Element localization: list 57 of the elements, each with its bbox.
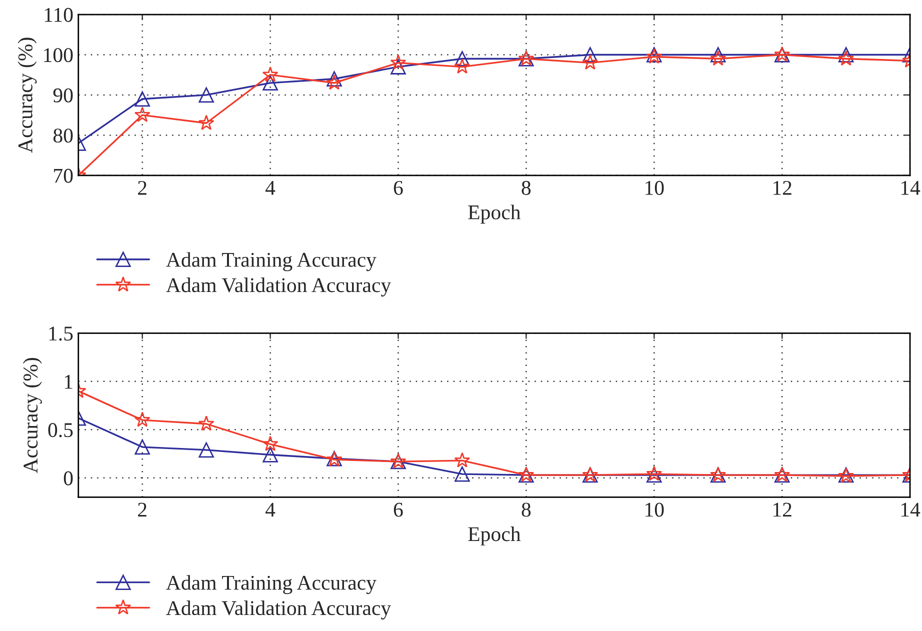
y-axis-title: Accuracy (%) [18, 38, 37, 153]
legend-label: Adam Validation Accuracy [166, 600, 392, 620]
point [134, 91, 150, 107]
point [326, 71, 342, 87]
point [262, 436, 278, 452]
point [454, 452, 470, 468]
legend-label: Adam Training Accuracy [166, 252, 376, 272]
legend-label: Adam Validation Accuracy [166, 278, 392, 296]
x-tick-label: 14 [901, 502, 920, 517]
x-tick-label: 4 [265, 502, 276, 517]
x-tick-label: 6 [394, 502, 403, 517]
y-tick-label: 100 [44, 48, 73, 62]
point [134, 106, 150, 122]
point [134, 412, 150, 427]
point [710, 47, 726, 62]
point [710, 50, 726, 66]
legend-label: Adam Training Accuracy [166, 575, 376, 594]
x-tick-label: 2 [138, 502, 146, 517]
y-tick-label: 1.5 [49, 326, 73, 341]
x-tick-label: 2 [138, 180, 146, 195]
x-tick-label: 8 [522, 502, 531, 517]
y-tick-label: 0 [64, 471, 73, 486]
x-tick-label: 14 [901, 180, 920, 195]
x-axis-title: Epoch [468, 204, 521, 224]
x-tick-label: 12 [773, 502, 792, 517]
x-tick-label: 8 [522, 180, 531, 195]
point [454, 58, 470, 74]
x-tick-label: 6 [394, 180, 403, 195]
y-tick-label: 0.5 [48, 423, 73, 438]
point [838, 47, 854, 62]
point [198, 416, 214, 431]
point [582, 47, 598, 62]
x-tick-label: 10 [646, 180, 664, 195]
point [262, 447, 278, 462]
x-tick-label: 4 [265, 181, 276, 195]
point [454, 51, 470, 66]
y-tick-label: 110 [44, 8, 73, 22]
x-axis-title: Epoch [468, 526, 521, 546]
point [582, 54, 598, 70]
x-tick-label: 12 [773, 180, 792, 195]
x-tick-label: 10 [646, 502, 664, 517]
point [198, 114, 214, 130]
point [134, 439, 150, 455]
y-tick-label: 80 [53, 128, 73, 143]
point [838, 50, 854, 66]
point [390, 59, 406, 74]
y-tick-label: 1 [64, 374, 72, 389]
y-tick-label: 90 [53, 88, 73, 102]
point [198, 442, 214, 458]
point [326, 74, 342, 90]
point [262, 75, 278, 91]
point [390, 54, 406, 70]
point [454, 466, 470, 482]
point [198, 87, 214, 103]
point [262, 66, 278, 82]
y-axis-title: Accuracy (%) [22, 358, 42, 474]
y-tick-label: 70 [54, 168, 73, 183]
